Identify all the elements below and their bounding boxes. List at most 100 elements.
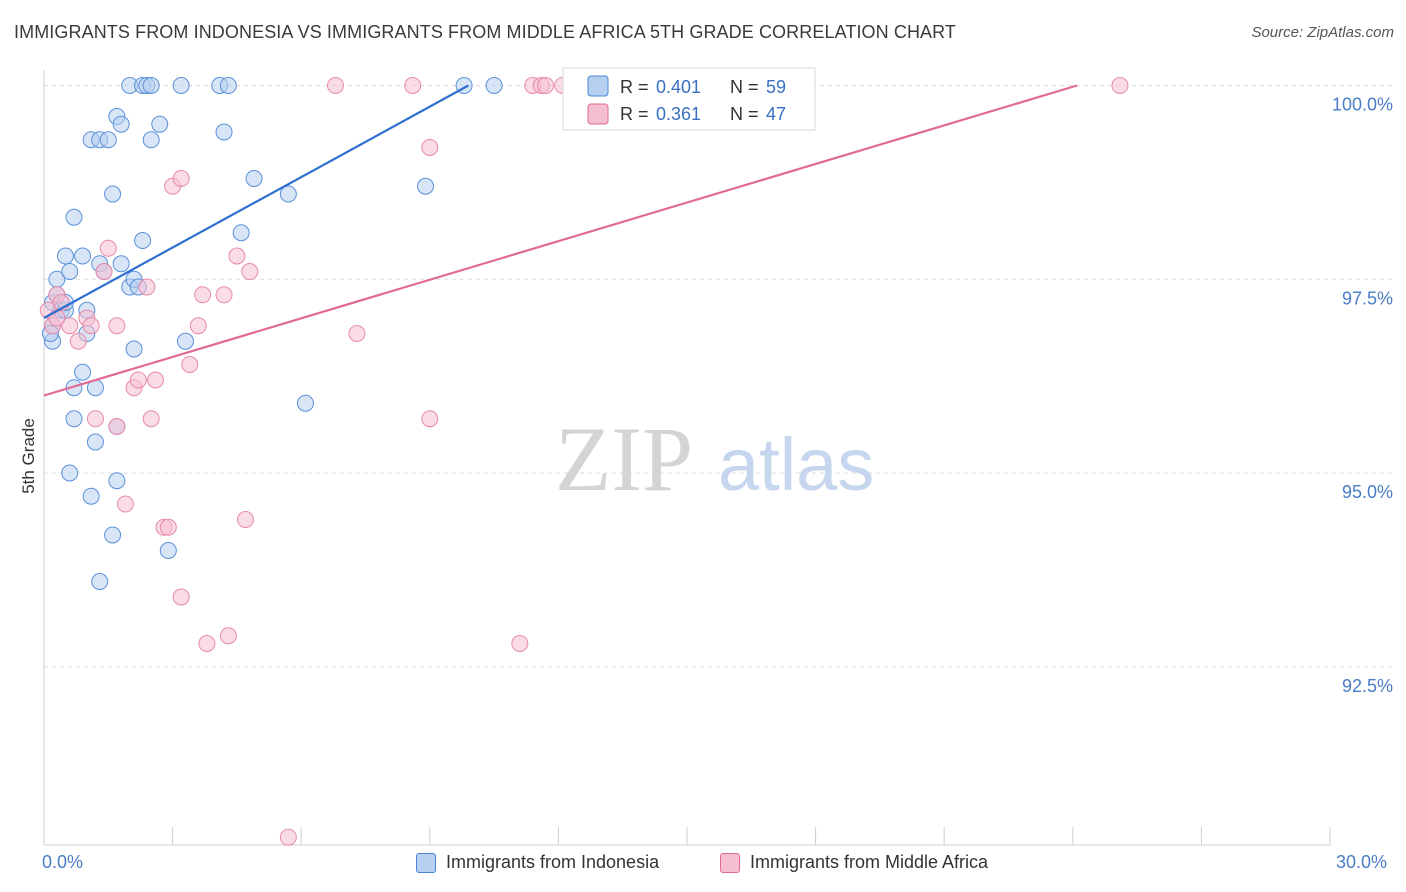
source-label: Source: ZipAtlas.com	[1251, 24, 1394, 41]
watermark: ZIP atlas	[555, 408, 874, 510]
legend-n-label-1: N =	[730, 77, 759, 97]
legend-n-value-indonesia: 59	[766, 77, 786, 97]
point-middle-africa	[511, 635, 529, 652]
point-middle-africa	[215, 286, 233, 304]
point-middle-africa	[198, 635, 216, 652]
point-indonesia	[296, 394, 314, 412]
point-indonesia	[142, 131, 160, 149]
point-middle-africa	[537, 77, 555, 94]
point-middle-africa	[189, 317, 207, 335]
point-indonesia	[61, 464, 79, 482]
point-middle-africa	[82, 317, 100, 335]
point-middle-africa	[142, 410, 160, 428]
point-indonesia	[142, 77, 160, 94]
point-indonesia	[108, 472, 126, 490]
point-indonesia	[112, 255, 130, 273]
point-middle-africa	[138, 278, 156, 296]
point-indonesia	[104, 526, 122, 544]
chart-title: IMMIGRANTS FROM INDONESIA VS IMMIGRANTS …	[14, 22, 957, 42]
point-middle-africa	[279, 828, 297, 846]
point-indonesia	[112, 115, 130, 133]
point-indonesia	[176, 332, 194, 350]
legend-swatch-pink	[720, 852, 740, 873]
legend-swatch-indonesia	[587, 75, 609, 97]
point-middle-africa	[172, 170, 190, 187]
point-middle-africa	[69, 332, 87, 350]
point-middle-africa	[236, 511, 254, 528]
point-middle-africa	[129, 371, 147, 389]
point-indonesia	[91, 573, 109, 590]
legend-label-middle-africa: Immigrants from Middle Africa	[750, 852, 989, 872]
point-indonesia	[65, 410, 83, 428]
legend-stats: R = 0.401 N = 59 R = 0.361 N = 47	[562, 67, 816, 131]
legend-label-indonesia: Immigrants from Indonesia	[446, 852, 660, 872]
point-indonesia	[99, 131, 117, 149]
legend-r-label-1: R =	[620, 77, 649, 97]
point-middle-africa	[99, 239, 117, 257]
point-indonesia	[82, 487, 100, 505]
point-middle-africa	[61, 317, 79, 335]
point-indonesia	[172, 77, 190, 94]
legend-item-indonesia: Immigrants from Indonesia	[416, 852, 659, 873]
point-indonesia	[485, 77, 503, 94]
point-indonesia	[159, 542, 177, 559]
point-middle-africa	[326, 77, 344, 94]
point-indonesia	[86, 433, 104, 451]
y-tick-label: 100.0%	[1332, 95, 1393, 115]
point-indonesia	[65, 208, 83, 226]
point-indonesia	[245, 170, 263, 187]
legend-r-value-middle-africa: 0.361	[656, 104, 701, 124]
point-indonesia	[104, 185, 122, 203]
legend-swatch-blue	[416, 852, 436, 873]
point-middle-africa	[241, 263, 259, 280]
legend-item-middle-africa: Immigrants from Middle Africa	[720, 852, 988, 873]
point-middle-africa	[194, 286, 212, 304]
point-indonesia	[74, 247, 92, 265]
trend-line-middle-africa	[43, 84, 1078, 397]
point-middle-africa	[172, 588, 190, 606]
point-middle-africa	[108, 418, 126, 435]
legend-r-value-indonesia: 0.401	[656, 77, 701, 97]
data-points	[39, 77, 1129, 846]
point-indonesia	[125, 340, 143, 358]
point-middle-africa	[86, 410, 104, 428]
point-indonesia	[61, 263, 79, 280]
legend-r-label-2: R =	[620, 104, 649, 124]
point-middle-africa	[348, 325, 366, 342]
y-axis-title: 5th Grade	[19, 418, 38, 494]
trend-lines	[43, 84, 1078, 397]
x-tick-label-max: 30.0%	[1336, 852, 1388, 872]
point-middle-africa	[95, 263, 113, 280]
y-tick-label: 92.5%	[1342, 676, 1393, 696]
point-middle-africa	[421, 410, 439, 428]
gridlines	[44, 85, 1392, 668]
point-indonesia	[151, 115, 169, 133]
point-middle-africa	[421, 139, 439, 156]
y-tick-label: 97.5%	[1342, 288, 1393, 308]
axes	[43, 70, 1331, 846]
point-middle-africa	[146, 371, 164, 389]
trend-line-indonesia	[43, 84, 469, 319]
point-middle-africa	[219, 627, 237, 645]
x-tick-label-min: 0.0%	[42, 852, 84, 872]
point-middle-africa	[404, 77, 422, 94]
legend-bottom: Immigrants from Indonesia Immigrants fro…	[0, 848, 1406, 880]
point-middle-africa	[116, 495, 134, 513]
point-middle-africa	[48, 309, 66, 327]
point-indonesia	[417, 177, 435, 195]
point-middle-africa	[159, 518, 177, 536]
point-indonesia	[219, 77, 237, 94]
point-indonesia	[74, 363, 92, 381]
point-indonesia	[134, 232, 152, 249]
point-middle-africa	[108, 317, 126, 335]
point-middle-africa	[181, 356, 199, 373]
point-middle-africa	[1111, 77, 1129, 94]
point-indonesia	[279, 185, 297, 203]
point-indonesia	[215, 123, 233, 141]
point-middle-africa	[228, 247, 246, 265]
legend-swatch-middle-africa	[587, 103, 609, 125]
watermark-zip: ZIP	[555, 408, 693, 510]
y-tick-labels: 92.5% 95.0% 97.5% 100.0%	[1332, 95, 1393, 696]
point-indonesia	[232, 224, 250, 242]
